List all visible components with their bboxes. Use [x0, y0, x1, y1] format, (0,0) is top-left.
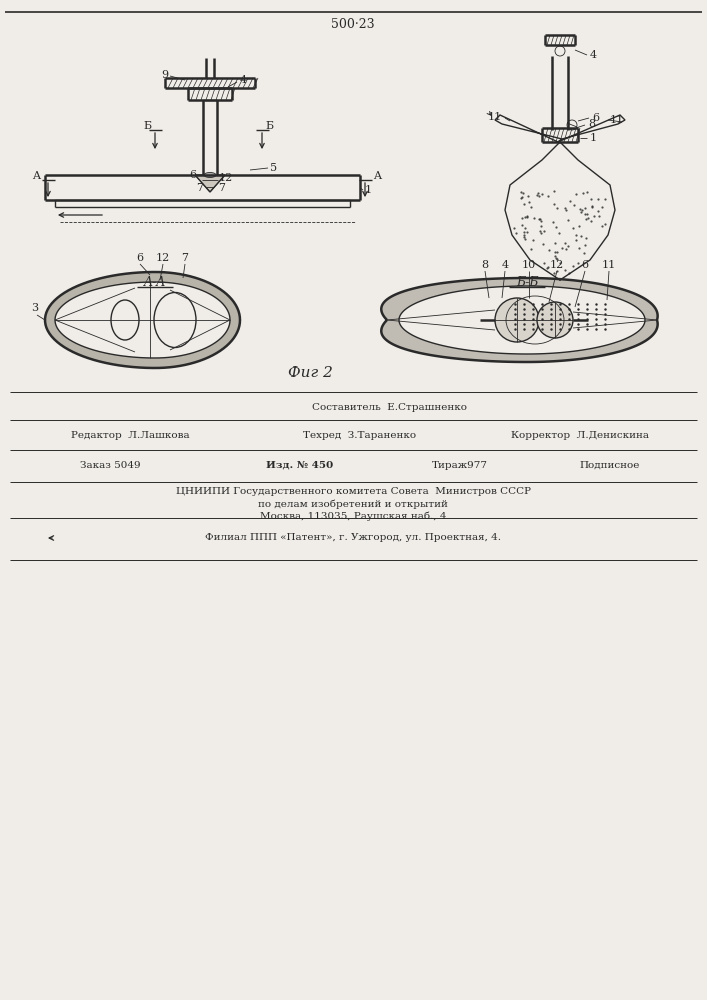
Text: ЦНИИПИ Государственного комитета Совета  Министров СССР: ЦНИИПИ Государственного комитета Совета … — [175, 488, 530, 496]
Text: по делам изобретений и открытий: по делам изобретений и открытий — [258, 499, 448, 509]
Text: Заказ 5049: Заказ 5049 — [80, 460, 140, 470]
Polygon shape — [45, 272, 240, 368]
Polygon shape — [381, 278, 658, 362]
Text: 3: 3 — [31, 303, 39, 313]
Circle shape — [537, 302, 573, 338]
Polygon shape — [195, 175, 225, 192]
Text: 10: 10 — [522, 260, 536, 270]
Text: 11: 11 — [488, 112, 502, 122]
Text: 4: 4 — [590, 50, 597, 60]
Text: 500·23: 500·23 — [331, 18, 375, 31]
Text: A: A — [32, 171, 40, 181]
Text: 9: 9 — [161, 70, 168, 80]
Text: Филиал ППП «Патент», г. Ужгород, ул. Проектная, 4.: Филиал ППП «Патент», г. Ужгород, ул. Про… — [205, 534, 501, 542]
Text: 4: 4 — [501, 260, 508, 270]
Text: 6: 6 — [189, 170, 196, 180]
Text: Изд. № 450: Изд. № 450 — [267, 460, 334, 470]
Text: Редактор  Л.Лашкова: Редактор Л.Лашкова — [71, 430, 189, 440]
Text: 7: 7 — [182, 253, 189, 263]
Text: 6: 6 — [592, 113, 599, 123]
Text: Б: Б — [144, 121, 152, 131]
Text: 4: 4 — [240, 75, 247, 85]
Text: 1: 1 — [590, 133, 597, 143]
Text: 12: 12 — [550, 260, 564, 270]
Text: 6: 6 — [136, 253, 144, 263]
Polygon shape — [399, 286, 645, 354]
Text: Тираж977: Тираж977 — [432, 460, 488, 470]
Text: 8: 8 — [588, 119, 595, 129]
Bar — [510, 300, 610, 332]
Text: 7: 7 — [197, 183, 204, 193]
Text: Корректор  Л.Денискина: Корректор Л.Денискина — [511, 430, 649, 440]
Text: Б-Б: Б-Б — [515, 275, 538, 288]
Circle shape — [495, 298, 539, 342]
Text: Составитель  Е.Страшненко: Составитель Е.Страшненко — [312, 402, 467, 412]
Text: A: A — [373, 171, 381, 181]
Text: Техред  З.Тараненко: Техред З.Тараненко — [303, 430, 416, 440]
Text: 12: 12 — [219, 173, 233, 183]
Text: 11: 11 — [602, 260, 616, 270]
Text: Фиг 2: Фиг 2 — [288, 366, 332, 380]
Text: 7: 7 — [218, 183, 226, 193]
Text: 12: 12 — [156, 253, 170, 263]
Text: 11: 11 — [610, 115, 624, 125]
Text: Москва, 113035, Раушская наб., 4: Москва, 113035, Раушская наб., 4 — [259, 511, 446, 521]
Ellipse shape — [204, 172, 216, 178]
Text: A-A: A-A — [144, 275, 166, 288]
Text: 6: 6 — [581, 260, 588, 270]
Text: 8: 8 — [481, 260, 489, 270]
Text: 1: 1 — [365, 185, 372, 195]
Text: Подписное: Подписное — [580, 460, 640, 470]
Polygon shape — [55, 282, 230, 358]
Text: Б: Б — [265, 121, 273, 131]
Text: 5: 5 — [270, 163, 277, 173]
